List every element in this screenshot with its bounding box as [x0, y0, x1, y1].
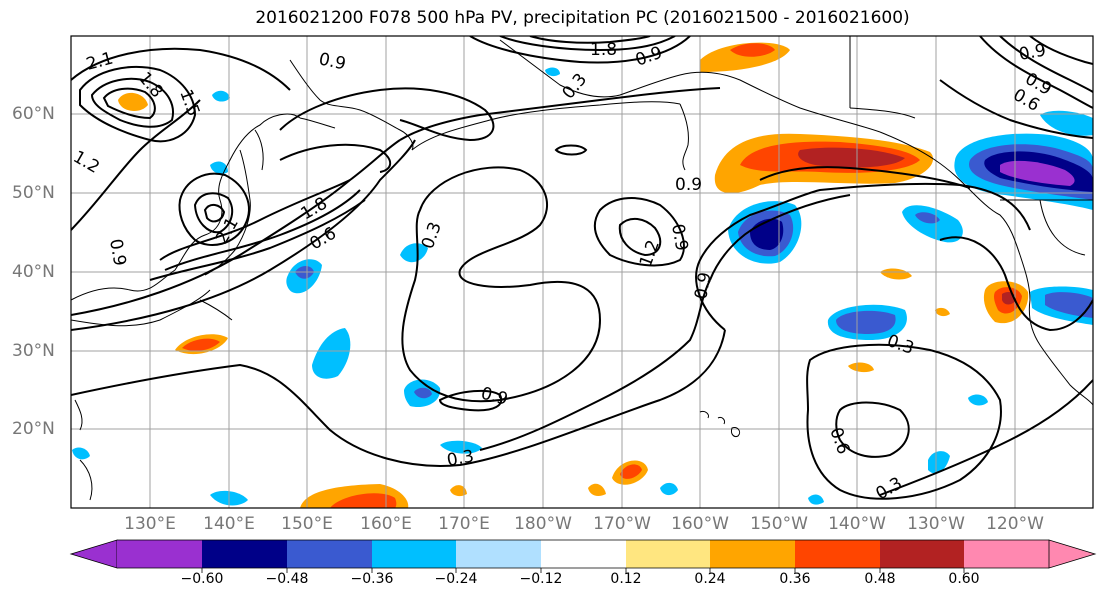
contour-label: 2.1: [212, 214, 243, 247]
colorbar-tick-label: 0.24: [694, 571, 726, 587]
lon-label: 140°W: [828, 514, 886, 534]
lon-label: 170°E: [438, 514, 490, 534]
lat-label: 20°N: [12, 419, 55, 439]
lon-label: 120°W: [986, 514, 1044, 534]
lat-label: 30°N: [12, 341, 55, 361]
lon-label: 150°W: [750, 514, 808, 534]
colorbar-tick-label: 0.48: [864, 571, 896, 587]
lon-label: 170°W: [593, 514, 651, 534]
contour-label: 1.2: [70, 147, 103, 178]
contour-label: 0.9: [691, 271, 715, 301]
contour-label: 0.9: [1017, 41, 1047, 65]
contour-label: 0.9: [675, 175, 702, 195]
lat-label: 50°N: [12, 183, 55, 203]
colorbar-segment: [202, 540, 287, 568]
contour-label: 0.3: [445, 447, 475, 471]
colorbar-segment: [456, 540, 541, 568]
contour-label: 0.3: [559, 70, 592, 104]
colorbar-segment: [795, 540, 880, 568]
contour-label: 0.3: [873, 473, 906, 504]
colorbar-segment: [541, 540, 626, 568]
colorbar-extend-right: [1048, 539, 1097, 569]
contour-label: 0.3: [884, 331, 916, 359]
colorbar-tick-label: 0.12: [610, 571, 642, 587]
contour-label: 0.9: [317, 49, 348, 74]
contour-label: 0.9: [479, 384, 510, 410]
map-title: 2016021200 F078 500 hPa PV, precipitatio…: [255, 8, 910, 28]
lon-label: 130°W: [907, 514, 965, 534]
contour-label: 0.6: [307, 223, 340, 254]
lon-label: 140°E: [203, 514, 255, 534]
contour-label: 1.8: [590, 40, 617, 60]
contour-label: 0.9: [667, 222, 691, 252]
colorbar-tick-label: −0.36: [350, 571, 394, 587]
colorbar-segment: [372, 540, 456, 568]
lon-label: 130°E: [124, 514, 176, 534]
graticule: [71, 36, 1093, 508]
colorbar-segment: [626, 540, 710, 568]
colorbar-tick-label: −0.24: [434, 571, 478, 587]
coastlines: [71, 36, 1093, 501]
colorbar-segment: [287, 540, 372, 568]
colorbar-tick-label: 0.36: [779, 571, 811, 587]
lon-label: 160°E: [360, 514, 412, 534]
lat-label: 60°N: [12, 104, 55, 124]
colorbar-tick-label: −0.12: [519, 571, 563, 587]
lon-label: 150°E: [281, 514, 333, 534]
colorbar: [69, 539, 1097, 573]
lat-label: 40°N: [12, 262, 55, 282]
colorbar-tick-label: −0.48: [265, 571, 309, 587]
colorbar-segment: [710, 540, 795, 568]
colorbar-tick-label: −0.60: [180, 571, 224, 587]
colorbar-extend-left: [69, 539, 118, 569]
colorbar-segment: [880, 540, 964, 568]
colorbar-segment: [117, 540, 202, 568]
contour-label: 0.3: [418, 219, 446, 251]
contour-label: 0.9: [105, 237, 129, 267]
precip-shading: [72, 42, 1093, 508]
pv-contours: [71, 36, 1093, 500]
colorbar-segment: [964, 540, 1049, 568]
colorbar-tick-label: 0.60: [948, 571, 980, 587]
map-frame: [70, 35, 1094, 509]
contour-label: 0.6: [825, 425, 853, 457]
lon-label: 180°W: [514, 514, 572, 534]
lon-label: 160°W: [671, 514, 729, 534]
